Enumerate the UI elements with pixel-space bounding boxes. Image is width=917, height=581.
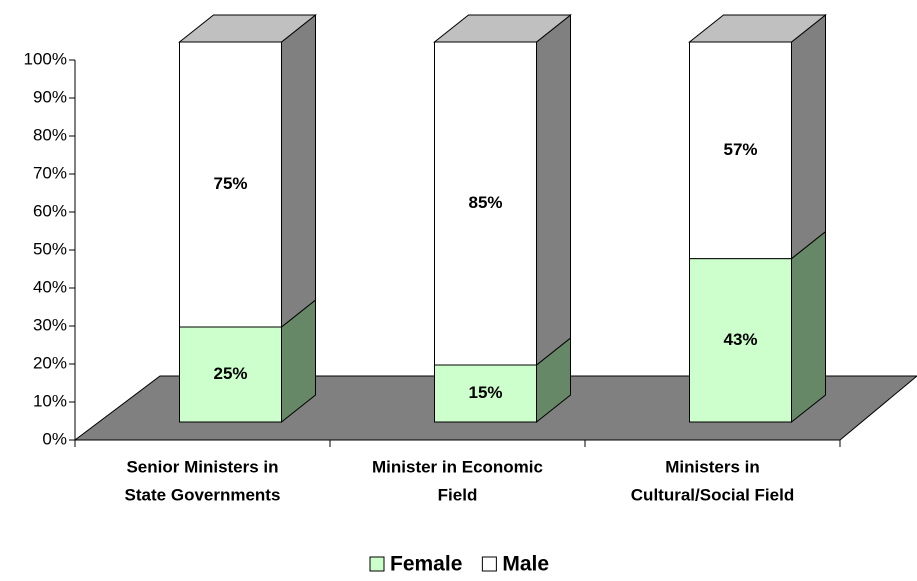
y-tick-label: 0% <box>42 429 67 448</box>
x-tick-label: Senior Ministers in <box>126 457 278 476</box>
y-tick-label: 30% <box>33 315 67 334</box>
y-tick-label: 80% <box>33 125 67 144</box>
bar-segment <box>434 364 537 423</box>
x-tick-label: Cultural/Social Field <box>631 485 794 504</box>
data-label: 15% <box>468 383 502 402</box>
data-label: 57% <box>723 140 757 159</box>
legend-swatch <box>481 556 497 572</box>
y-tick-label: 70% <box>33 163 67 182</box>
data-label: 85% <box>468 193 502 212</box>
bar-segment <box>689 258 792 423</box>
x-tick-label: Ministers in <box>665 457 759 476</box>
x-tick-label: Field <box>438 485 478 504</box>
x-tick-label: Minister in Economic <box>372 457 543 476</box>
legend-swatch <box>369 556 385 572</box>
legend-label: Male <box>502 553 549 576</box>
bar-top <box>688 14 827 43</box>
bar-side <box>791 13 826 260</box>
data-label: 75% <box>213 174 247 193</box>
bar-side <box>536 13 571 367</box>
data-label: 43% <box>723 330 757 349</box>
bar-segment <box>689 41 792 260</box>
y-tick-label: 50% <box>33 239 67 258</box>
bar-side <box>791 230 826 424</box>
bar-top <box>433 14 572 43</box>
y-tick-label: 90% <box>33 87 67 106</box>
y-tick-label: 60% <box>33 201 67 220</box>
bar-segment <box>179 41 282 328</box>
bar-top <box>178 14 317 43</box>
y-tick-label: 100% <box>24 49 67 68</box>
bar-side <box>281 13 316 329</box>
y-tick-label: 10% <box>33 391 67 410</box>
legend-label: Female <box>390 553 462 576</box>
y-tick-label: 40% <box>33 277 67 296</box>
data-label: 25% <box>213 364 247 383</box>
x-tick-label: State Governments <box>125 485 281 504</box>
bar-segment <box>434 41 537 366</box>
y-tick-label: 20% <box>33 353 67 372</box>
